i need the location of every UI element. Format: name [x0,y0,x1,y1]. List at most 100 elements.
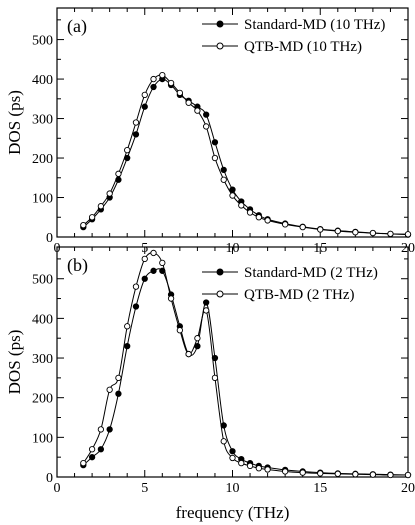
y-tick-label: 400 [32,312,53,327]
y-tick-label: 100 [32,192,53,207]
legend-marker [216,42,224,50]
series-line [82,74,409,235]
data-point [203,307,210,314]
data-point [106,190,113,197]
data-point [203,123,210,130]
panel-label: (a) [67,16,87,37]
data-point [141,255,148,263]
data-point [404,471,412,479]
y-tick-label: 300 [32,113,53,128]
y-tick-label: 100 [32,431,53,446]
data-point [150,75,157,83]
data-point [220,166,227,174]
data-point [281,468,289,475]
data-point [317,226,324,233]
y-tick-label: 0 [46,231,53,246]
y-tick-label: 400 [32,73,53,88]
data-point [141,103,148,110]
x-tick-label: 10 [226,481,240,496]
data-point [115,390,122,397]
data-point [220,438,227,445]
data-point [80,222,87,229]
data-point [404,231,412,238]
data-point [194,335,201,342]
data-point [334,227,341,235]
data-point [211,139,219,146]
data-point [229,186,236,193]
y-tick-label: 300 [32,352,53,367]
data-point [167,79,175,87]
data-point [229,454,236,462]
legend-marker [216,290,224,298]
data-point [115,170,122,177]
data-point [229,192,236,199]
x-tick-label: 5 [141,481,148,496]
data-point [97,446,105,453]
x-tick-label: 15 [313,481,327,496]
legend-marker [216,20,224,28]
data-point [194,107,201,114]
y-axis-title: DOS (ps) [5,330,24,395]
data-point [88,454,96,461]
data-point [203,299,210,306]
data-point [167,295,175,302]
data-point [211,374,219,382]
y-tick-label: 0 [46,471,53,486]
data-point [185,99,192,106]
data-point [299,223,306,231]
data-point [159,71,166,79]
data-point [369,229,377,237]
data-point [80,459,87,467]
data-point [334,470,341,477]
data-point [264,466,271,473]
legend-label: Standard-MD (10 THz) [244,17,385,33]
data-point [88,446,96,453]
data-point [255,465,262,472]
data-point [220,176,227,183]
data-point [352,229,359,236]
data-point [246,462,254,470]
plot-frame [56,246,409,478]
y-tick-label: 500 [32,34,53,49]
data-point [352,471,359,478]
y-tick-label: 500 [32,273,53,288]
data-point [387,471,394,479]
panel-label: (b) [67,255,88,276]
y-tick-label: 200 [32,152,53,167]
data-point [115,374,122,382]
data-point [150,83,157,91]
data-point [176,89,184,97]
data-point [150,267,157,274]
data-point [132,303,140,310]
data-point [317,470,324,477]
data-point [176,327,184,334]
series-line [82,78,409,236]
data-point [299,469,306,476]
data-point [106,426,113,433]
data-point [246,209,254,216]
data-point [238,202,245,209]
data-point [369,471,377,478]
data-point [281,221,289,228]
legend-label: Standard-MD (2 THz) [244,265,378,281]
data-point [106,386,113,393]
legend-label: QTB-MD (10 THz) [244,39,362,55]
data-point [97,203,105,210]
x-tick-label: 20 [401,481,415,496]
data-point [132,283,140,290]
legend-marker [216,268,224,276]
data-point [229,448,236,455]
data-point [141,275,148,282]
x-tick-label: 0 [54,481,61,496]
y-tick-label: 200 [32,392,53,407]
data-point [88,214,96,221]
data-point [159,259,166,267]
data-point [124,342,131,350]
data-point [124,323,131,330]
data-point [387,230,394,237]
data-point [211,154,219,162]
data-point [185,350,192,358]
